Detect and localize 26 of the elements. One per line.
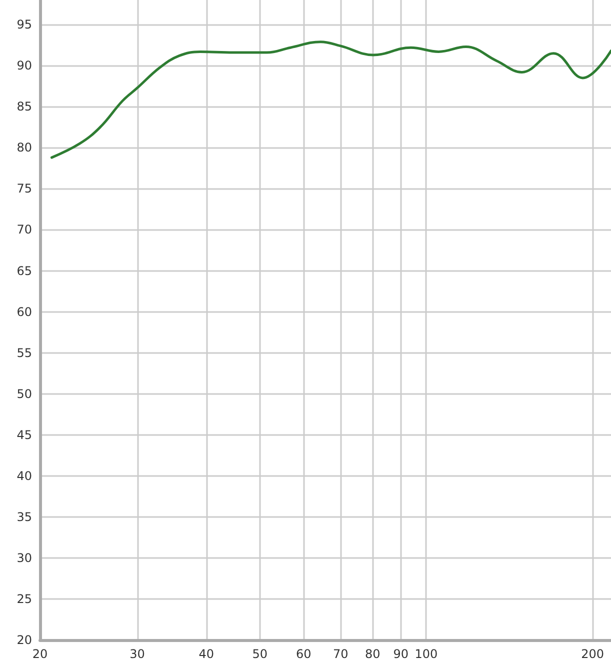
y-tick-label: 85 (16, 100, 32, 114)
x-tick-label: 70 (332, 647, 348, 661)
y-tick-label: 25 (16, 592, 32, 606)
y-tick-label: 90 (16, 58, 32, 73)
x-tick-label: 100 (414, 647, 438, 661)
y-tick-label: 35 (16, 510, 32, 524)
y-tick-label: 65 (16, 264, 32, 278)
y-tick-label: 30 (16, 550, 32, 565)
x-tick-label: 90 (393, 647, 409, 661)
y-tick-label: 70 (16, 222, 32, 237)
y-tick-label: 45 (16, 428, 32, 442)
x-tick-label: 20 (32, 647, 48, 661)
y-tick-label: 40 (16, 468, 32, 483)
y-tick-label: 55 (16, 346, 32, 360)
y-tick-label: 95 (16, 18, 32, 32)
x-tick-label: 50 (252, 647, 268, 661)
x-tick-label: 60 (296, 647, 312, 661)
y-tick-label: 80 (16, 140, 32, 155)
x-tick-label: 200 (581, 647, 604, 661)
y-tick-label: 50 (16, 386, 32, 401)
y-tick-label: 60 (16, 304, 32, 319)
x-tick-label: 40 (198, 647, 214, 661)
x-tick-label: 80 (365, 647, 380, 661)
y-tick-label: 75 (16, 182, 32, 196)
y-tick-label: 20 (16, 633, 32, 647)
x-tick-label: 30 (130, 647, 145, 661)
